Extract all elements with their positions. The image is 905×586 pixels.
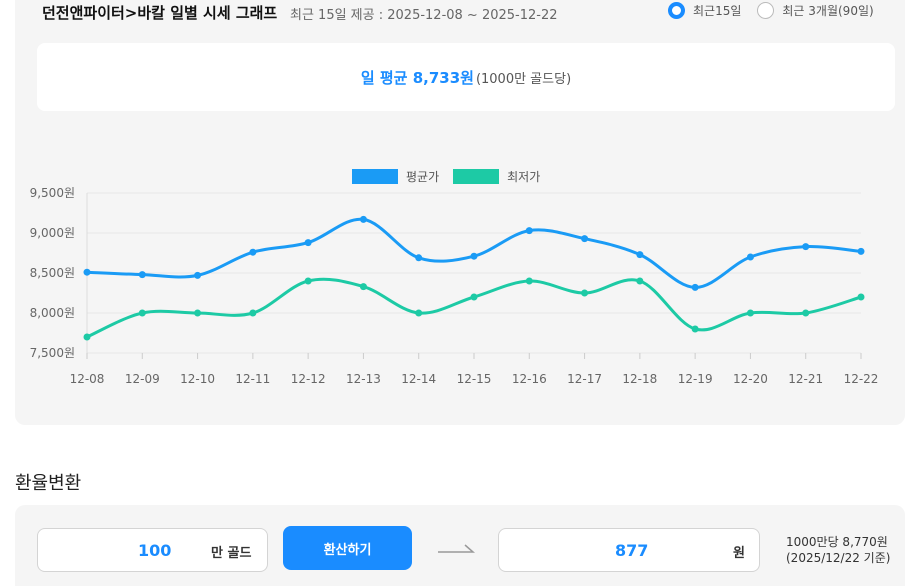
gold-amount-unit: 만 골드 xyxy=(211,546,252,561)
data-point-low[interactable] xyxy=(802,309,810,317)
data-point-low[interactable] xyxy=(194,309,202,317)
y-tick-label: 8,000원 xyxy=(30,306,75,320)
gold-amount-input[interactable]: 100 만 골드 xyxy=(37,528,268,572)
y-tick-label: 9,000원 xyxy=(30,226,75,240)
y-tick-label: 9,500원 xyxy=(30,186,75,200)
x-tick-label: 12-12 xyxy=(291,372,326,386)
legend-swatch-avg xyxy=(352,169,398,184)
data-point-avg[interactable] xyxy=(138,271,146,279)
data-point-low[interactable] xyxy=(857,293,865,301)
x-tick-label: 12-22 xyxy=(844,372,879,386)
x-tick-label: 12-20 xyxy=(733,372,768,386)
x-tick-label: 12-16 xyxy=(512,372,547,386)
x-tick-label: 12-15 xyxy=(457,372,492,386)
gold-amount-value: 100 xyxy=(138,541,172,560)
range-option-label: 최근 3개월(90일) xyxy=(782,3,874,18)
data-point-low[interactable] xyxy=(691,325,699,333)
data-point-avg[interactable] xyxy=(249,248,257,256)
average-value: 일 평균 8,733원 xyxy=(360,68,474,87)
radio-selected-icon xyxy=(668,1,685,19)
data-point-avg[interactable] xyxy=(359,215,367,223)
x-tick-label: 12-19 xyxy=(678,372,713,386)
rate-line-2: (2025/12/22 기준) xyxy=(786,551,891,565)
period-subtitle: 최근 15일 제공 : 2025-12-08 ~ 2025-12-22 xyxy=(290,8,558,23)
x-tick-label: 12-18 xyxy=(622,372,657,386)
legend-label-avg: 평균가 xyxy=(406,170,440,184)
data-point-avg[interactable] xyxy=(691,283,699,291)
x-tick-label: 12-14 xyxy=(401,372,436,386)
data-point-low[interactable] xyxy=(525,277,533,285)
page-title: 던전앤파이터>바칼 일별 시세 그래프 xyxy=(42,4,278,22)
data-point-low[interactable] xyxy=(581,289,589,297)
data-point-low[interactable] xyxy=(83,333,91,341)
rate-line-1: 1000만당 8,770원 xyxy=(786,535,888,549)
data-point-avg[interactable] xyxy=(304,239,312,247)
chart-legend: 평균가 최저가 xyxy=(352,168,554,185)
exchange-rate-note: 1000만당 8,770원 (2025/12/22 기준) xyxy=(786,534,890,566)
data-point-avg[interactable] xyxy=(636,251,644,259)
data-point-low[interactable] xyxy=(470,293,478,301)
price-line-chart: 7,500원 8,000원 8,500원 9,000원 9,500원 12-08 12-09… xyxy=(30,186,879,386)
range-option-15days[interactable]: 최근15일 xyxy=(668,1,742,19)
won-result-field: 877 원 xyxy=(498,528,760,572)
y-tick-label: 7,500원 xyxy=(30,346,75,360)
data-point-low[interactable] xyxy=(415,309,423,317)
legend-swatch-low xyxy=(453,169,500,184)
legend-item-low[interactable]: 최저가 xyxy=(453,168,540,185)
data-point-avg[interactable] xyxy=(525,227,533,235)
data-point-avg[interactable] xyxy=(415,254,423,262)
x-tick-label: 12-21 xyxy=(788,372,823,386)
x-tick-label: 12-10 xyxy=(180,372,215,386)
data-point-low[interactable] xyxy=(304,277,312,285)
data-point-avg[interactable] xyxy=(83,268,91,276)
x-tick-label: 12-13 xyxy=(346,372,381,386)
convert-button[interactable]: 환산하기 xyxy=(283,526,412,570)
x-tick-label: 12-17 xyxy=(567,372,602,386)
converter-section-title: 환율변환 xyxy=(15,473,82,494)
range-option-label: 최근15일 xyxy=(693,3,742,18)
arrow-right-icon xyxy=(438,544,475,553)
range-selector: 최근15일 최근 3개월(90일) xyxy=(668,0,874,20)
data-point-low[interactable] xyxy=(746,309,754,317)
won-result-value: 877 xyxy=(615,541,649,560)
data-point-avg[interactable] xyxy=(194,271,202,279)
data-point-avg[interactable] xyxy=(470,252,478,260)
data-point-avg[interactable] xyxy=(746,253,754,261)
data-point-avg[interactable] xyxy=(802,243,810,251)
data-point-avg[interactable] xyxy=(857,247,865,255)
x-tick-label: 12-08 xyxy=(70,372,105,386)
legend-item-avg[interactable]: 평균가 xyxy=(352,168,439,185)
legend-label-low: 최저가 xyxy=(507,170,541,184)
data-point-avg[interactable] xyxy=(581,235,589,243)
data-point-low[interactable] xyxy=(359,283,367,291)
radio-unselected-icon xyxy=(757,1,775,19)
x-tick-label: 12-11 xyxy=(235,372,270,386)
data-point-low[interactable] xyxy=(138,309,146,317)
range-option-90days[interactable]: 최근 3개월(90일) xyxy=(757,1,874,19)
series-line-low xyxy=(86,277,862,339)
average-summary: 일 평균 8,733원 (1000만 골드당) xyxy=(37,43,895,111)
y-tick-label: 8,500원 xyxy=(30,266,75,280)
data-point-low[interactable] xyxy=(249,309,257,317)
won-result-unit: 원 xyxy=(733,546,745,561)
x-tick-label: 12-09 xyxy=(125,372,160,386)
data-point-low[interactable] xyxy=(636,277,644,285)
average-unit: (1000만 골드당) xyxy=(475,71,572,87)
